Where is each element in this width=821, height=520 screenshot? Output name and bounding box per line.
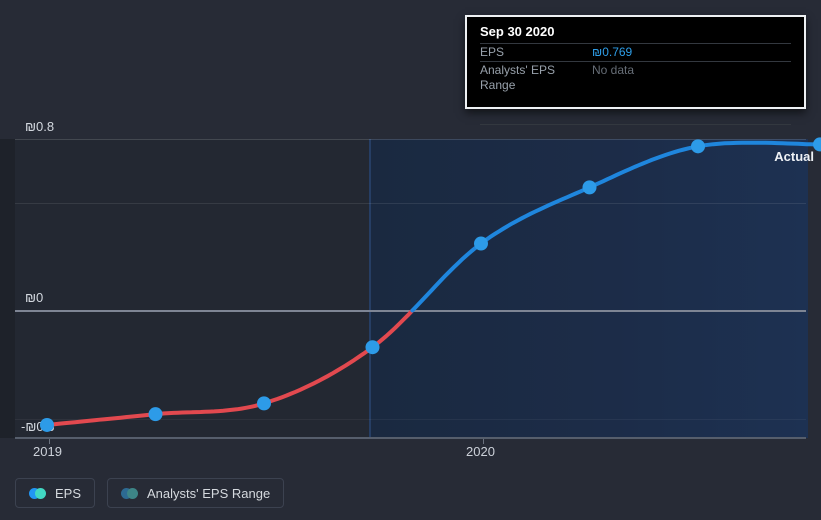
tooltip-range-value: No data: [592, 63, 635, 77]
eps-line-negative: [45, 308, 415, 427]
data-point[interactable]: [365, 340, 380, 355]
x-tick-label-2020: 2020: [466, 444, 495, 459]
eps-series-icon: [29, 487, 46, 499]
x-axis-line: [15, 437, 806, 439]
legend-eps-label: EPS: [55, 485, 82, 501]
x-tick-label-2019: 2019: [33, 444, 62, 459]
data-point[interactable]: [474, 236, 488, 251]
gridline-0p5: [15, 203, 806, 204]
tooltip-eps-value: ₪0.769: [592, 45, 633, 59]
data-point[interactable]: [582, 180, 597, 195]
tooltip: Sep 30 2020 EPS ₪0.769 Analysts' EPS Ran…: [465, 15, 806, 125]
tooltip-bottom-divider: [480, 124, 791, 125]
eps-line-positive: [410, 140, 821, 313]
legend-analysts-range-label: Analysts' EPS Range: [147, 485, 271, 501]
actual-annotation: Actual: [774, 149, 814, 164]
gridline-neg0p5: [15, 419, 806, 420]
analysts-range-series-icon: [121, 487, 139, 499]
data-point[interactable]: [148, 407, 163, 422]
tooltip-row-range: Analysts' EPS Range No data: [480, 61, 791, 94]
gridline-0p8: [15, 139, 806, 140]
y-tick-label-max: ₪0.8: [25, 119, 55, 134]
data-point[interactable]: [691, 139, 705, 154]
legend-item-eps[interactable]: EPS: [15, 478, 96, 508]
x-tick-2019: [49, 439, 50, 444]
data-point[interactable]: [813, 137, 821, 152]
plot-past-region: [15, 139, 369, 438]
tooltip-date: Sep 30 2020: [480, 24, 555, 39]
y-tick-label-zero: ₪0: [25, 290, 44, 305]
data-point[interactable]: [257, 396, 271, 411]
data-point[interactable]: [40, 417, 54, 432]
legend-item-analysts-range[interactable]: Analysts' EPS Range: [107, 478, 285, 508]
plot-left-gutter: [0, 139, 15, 438]
tooltip-range-label: Analysts' EPS Range: [480, 63, 555, 92]
tooltip-row-eps: EPS ₪0.769: [480, 43, 791, 61]
x-tick-2020: [483, 439, 484, 444]
legend: EPS Analysts' EPS Range: [15, 478, 285, 508]
tooltip-eps-label: EPS: [480, 45, 505, 59]
